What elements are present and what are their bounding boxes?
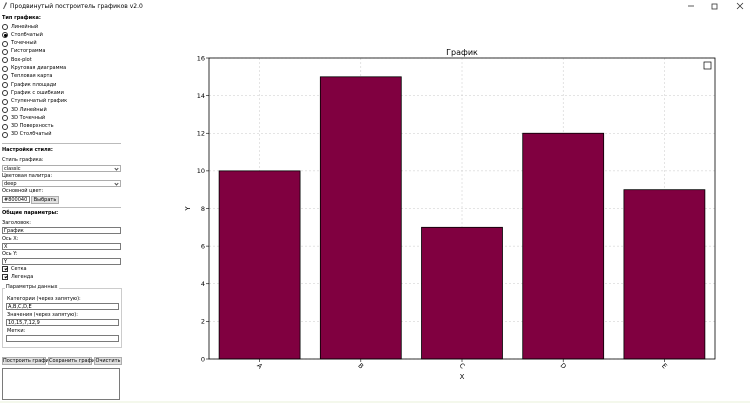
field-label: Ось Y: xyxy=(2,251,18,257)
x-tick-label: D xyxy=(559,361,568,370)
window-title: Продвинутый построитель графиков v2.0 xyxy=(10,3,143,10)
radio-button[interactable] xyxy=(2,82,8,89)
x-tick-label: B xyxy=(356,362,365,371)
legend xyxy=(703,61,712,70)
radio-button[interactable] xyxy=(2,57,8,64)
radio-button[interactable] xyxy=(2,90,8,97)
field-label: Сетка xyxy=(11,265,27,272)
group-title: Параметры данных xyxy=(5,284,59,291)
button[interactable]: Сохранить график xyxy=(48,357,99,365)
radio-button[interactable] xyxy=(2,73,8,80)
field-label: Цветовая палитра: xyxy=(2,173,53,179)
field-label: Круговая диаграмма xyxy=(11,65,67,71)
combobox[interactable]: deep xyxy=(2,180,121,187)
section-heading: Общие параметры: xyxy=(2,210,59,216)
separator xyxy=(2,143,121,144)
field-label: Гистограмма xyxy=(11,48,46,55)
field-label: 3D Точечный xyxy=(11,114,46,121)
chart-title: График xyxy=(446,48,478,57)
field-label: 3D Поверхность xyxy=(11,123,54,130)
field-label: Box-plot xyxy=(11,56,32,63)
field-label: 3D Столбчатый xyxy=(11,131,52,138)
combobox-arrow xyxy=(114,166,119,171)
section-heading: Тип графика: xyxy=(2,15,41,21)
bar xyxy=(421,226,503,360)
field-label: 3D Линейный xyxy=(11,106,47,113)
bar xyxy=(623,189,706,360)
field-label: Категории (через запятую): xyxy=(7,296,81,302)
field-label: График площади xyxy=(11,81,57,88)
bar xyxy=(218,170,301,360)
field-label: Ступенчатый график xyxy=(11,98,68,105)
bar xyxy=(319,76,402,360)
radio-button[interactable] xyxy=(2,131,8,138)
field-label: Значения (через запятую): xyxy=(7,312,78,318)
x-tick-label: E xyxy=(660,362,669,371)
radio-button[interactable] xyxy=(2,40,8,47)
field-label: Точечный xyxy=(11,40,37,47)
y-tick-label: 0 xyxy=(201,355,205,363)
field-label: Легенда xyxy=(11,273,34,280)
radio-dot xyxy=(4,34,7,37)
combobox-arrow xyxy=(114,181,119,186)
button[interactable]: Построить график xyxy=(2,357,52,365)
field-label: Столбчатый xyxy=(11,31,43,38)
text-entry[interactable]: X xyxy=(2,243,121,250)
radio-button[interactable] xyxy=(2,32,8,39)
text-entry[interactable]: График xyxy=(2,227,121,234)
radio-button[interactable] xyxy=(2,107,8,113)
radio-button[interactable] xyxy=(2,123,8,130)
y-tick-label: 16 xyxy=(197,54,205,62)
section-heading: Настройки стиля: xyxy=(2,147,53,153)
text-entry[interactable]: 10,15,7,12,9 xyxy=(6,319,119,326)
y-tick-label: 12 xyxy=(197,130,205,138)
check-mark xyxy=(3,267,8,271)
close-button[interactable] xyxy=(736,2,744,10)
y-tick-label: 10 xyxy=(197,167,205,175)
x-axis-label: X xyxy=(460,373,465,381)
x-tick-label: C xyxy=(458,362,467,371)
field-label: Основной цвет: xyxy=(2,188,44,194)
checkbox[interactable] xyxy=(2,274,8,280)
text-entry[interactable]: Y xyxy=(2,258,121,265)
title-bar xyxy=(0,0,750,12)
radio-button[interactable] xyxy=(2,115,8,122)
y-tick-label: 14 xyxy=(197,92,205,100)
check-mark xyxy=(3,275,8,279)
field-label: Ось X: xyxy=(2,236,19,242)
plot-frame xyxy=(208,57,716,360)
labels-entry[interactable] xyxy=(6,335,119,342)
combobox[interactable]: classic xyxy=(2,165,121,172)
text-entry[interactable]: A,B,C,D,E xyxy=(6,303,119,310)
y-axis-label: Y xyxy=(184,206,192,212)
radio-button[interactable] xyxy=(2,24,8,30)
bar xyxy=(522,132,605,360)
button[interactable]: Очистить xyxy=(94,357,122,365)
checkbox[interactable] xyxy=(2,266,8,272)
field-label: Метки: xyxy=(7,328,26,334)
log-text-area[interactable] xyxy=(2,368,120,400)
y-tick-label: 2 xyxy=(201,318,205,326)
field-label: Заголовок: xyxy=(2,220,31,226)
radio-button[interactable] xyxy=(2,65,8,72)
field-label: График с ошибками xyxy=(11,89,64,96)
group-box xyxy=(2,288,122,348)
y-tick-label: 6 xyxy=(201,242,205,250)
button[interactable]: Выбрать xyxy=(31,196,59,204)
app-icon xyxy=(3,2,7,9)
x-tick-label: A xyxy=(255,362,264,371)
y-tick-label: 8 xyxy=(201,205,205,213)
radio-button[interactable] xyxy=(2,48,8,55)
maximize-button[interactable] xyxy=(711,3,718,10)
radio-button[interactable] xyxy=(2,98,8,105)
separator xyxy=(2,207,121,208)
field-label: Стиль графика: xyxy=(2,157,44,163)
y-tick-label: 4 xyxy=(201,280,205,288)
field-label: Тепловая карта xyxy=(11,73,53,80)
field-label: Линейный xyxy=(11,23,39,30)
text-entry[interactable]: #800040 xyxy=(2,196,30,203)
